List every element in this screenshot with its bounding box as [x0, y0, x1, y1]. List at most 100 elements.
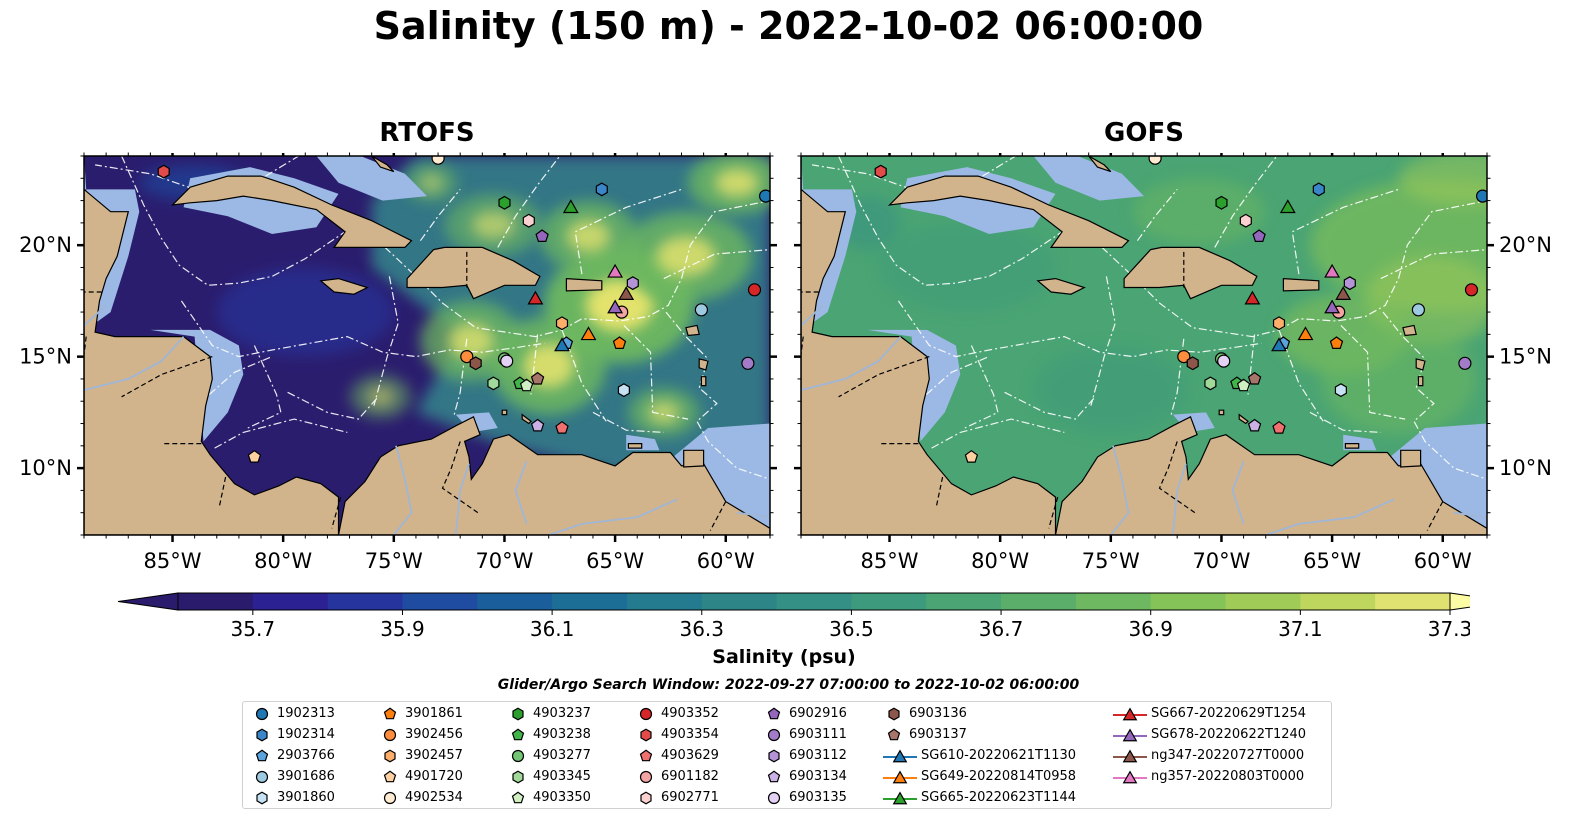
- eez-boundary: [180, 300, 545, 358]
- colorbar-tick-label: 36.9: [1128, 617, 1173, 641]
- search-window-caption: Glider/Argo Search Window: 2022-09-27 07…: [497, 677, 1080, 693]
- eez-boundary: [663, 249, 770, 280]
- river: [514, 461, 528, 525]
- observation-marker: [1252, 229, 1266, 243]
- colorbar-tick-label: 36.5: [829, 617, 874, 641]
- river: [1265, 498, 1395, 535]
- eez-boundary: [121, 156, 770, 338]
- legend-item: 6901182: [635, 766, 719, 787]
- legend-marker: [883, 769, 917, 783]
- legend-item: 4902534: [379, 787, 463, 808]
- lon-tick-label: 60°W: [1414, 549, 1472, 573]
- country-border: [838, 356, 930, 398]
- land: [319, 277, 369, 295]
- legend-item: 4903238: [507, 724, 591, 745]
- observation-hexagon-icon: [1215, 195, 1228, 210]
- salinity-eddy-core: [656, 236, 716, 277]
- legend-label: 6903137: [909, 727, 967, 742]
- observation-hexagon-icon: [1343, 276, 1356, 291]
- river: [1231, 461, 1245, 525]
- legend-hexagon-icon: [640, 791, 652, 804]
- observation-pentagon-icon: [1272, 420, 1286, 434]
- legend-marker: [1113, 769, 1147, 783]
- legend-label: 3902456: [405, 727, 463, 742]
- observation-circle-icon: [460, 350, 474, 364]
- colorbar-segment: [552, 593, 628, 610]
- land: [1123, 246, 1258, 300]
- salinity-eddy-core: [585, 279, 654, 332]
- observation-circle-icon: [1411, 303, 1426, 317]
- legend-marker: [1113, 748, 1147, 762]
- land: [683, 449, 705, 468]
- legend-marker: [256, 791, 268, 804]
- observation-marker: [1279, 199, 1296, 214]
- observation-marker: [759, 189, 770, 203]
- map-frame: [83, 155, 771, 536]
- legend-circle-icon: [383, 728, 397, 741]
- lon-tick-label: 80°W: [254, 549, 312, 573]
- observation-marker: [535, 229, 549, 243]
- legend-marker: [767, 791, 781, 804]
- legend-label: 3901861: [405, 706, 463, 721]
- shallow-shelf: [150, 329, 244, 442]
- eez-boundary: [812, 164, 912, 190]
- observation-marker: [1236, 378, 1251, 392]
- observation-marker: [1186, 356, 1199, 371]
- observation-circle-icon: [759, 189, 770, 203]
- shallow-shelf: [1172, 412, 1215, 433]
- legend-item: 6902771: [635, 787, 719, 808]
- eez-boundary: [982, 156, 1017, 177]
- legend-label: SG665-20220623T1144: [921, 790, 1077, 805]
- lat-tick-label: 10°N: [1499, 456, 1552, 480]
- map-ticks: [794, 152, 1494, 542]
- legend-item: ng347-20220727T0000: [1113, 745, 1304, 766]
- legend-marker: [256, 728, 268, 741]
- land: [801, 156, 1057, 535]
- eez-boundary: [1382, 311, 1487, 480]
- legend-marker: [255, 748, 269, 761]
- legend-marker: [883, 790, 917, 804]
- observation-pentagon-icon: [1247, 418, 1262, 432]
- legend-label: 4903238: [533, 727, 591, 742]
- legend-item: SG678-20220622T1240: [1113, 724, 1306, 745]
- eez-boundary: [897, 300, 1262, 358]
- colorbar-segment: [1150, 593, 1227, 610]
- colorbar-segment: [402, 593, 478, 610]
- country-border: [1048, 496, 1059, 529]
- legend-label: ng357-20220803T0000: [1151, 769, 1305, 784]
- observation-triangle-icon: [607, 299, 624, 314]
- eez-boundary: [265, 156, 300, 177]
- lon-tick-label: 75°W: [1082, 549, 1140, 573]
- legend-label: 4903237: [533, 706, 591, 721]
- land: [406, 246, 541, 300]
- land: [627, 443, 643, 449]
- observation-pentagon-icon: [1247, 371, 1262, 385]
- observation-triangle-icon: [1279, 199, 1296, 214]
- land: [170, 175, 413, 248]
- observation-hexagon-icon: [626, 276, 639, 291]
- legend-label: 6901182: [661, 769, 719, 784]
- legend-item: 4903352: [635, 703, 719, 724]
- legend-circle-icon: [255, 707, 269, 720]
- observation-marker: [1247, 418, 1262, 432]
- legend-item: SG665-20220623T1144: [883, 787, 1076, 808]
- observation-marker: [527, 290, 544, 305]
- colorbar-tick-label: 36.1: [530, 617, 575, 641]
- legend-marker: [639, 707, 653, 720]
- observation-marker: [555, 420, 569, 434]
- legend-item: 4903277: [507, 745, 591, 766]
- country-border: [935, 476, 944, 509]
- legend-pentagon-icon: [639, 748, 653, 761]
- observation-marker: [747, 283, 762, 297]
- shallow-shelf: [867, 329, 961, 442]
- observation-marker: [500, 354, 514, 368]
- observation-marker: [1177, 350, 1191, 364]
- observation-marker: [1247, 371, 1262, 385]
- river: [393, 445, 413, 535]
- legend-marker: [511, 749, 525, 762]
- legend-item: 4903237: [507, 703, 591, 724]
- observation-pentagon-icon: [535, 229, 549, 243]
- colorbar-min-extension: [117, 592, 179, 611]
- salinity-swirl: [216, 267, 394, 357]
- colorbar-tick-label: 37.1: [1278, 617, 1323, 641]
